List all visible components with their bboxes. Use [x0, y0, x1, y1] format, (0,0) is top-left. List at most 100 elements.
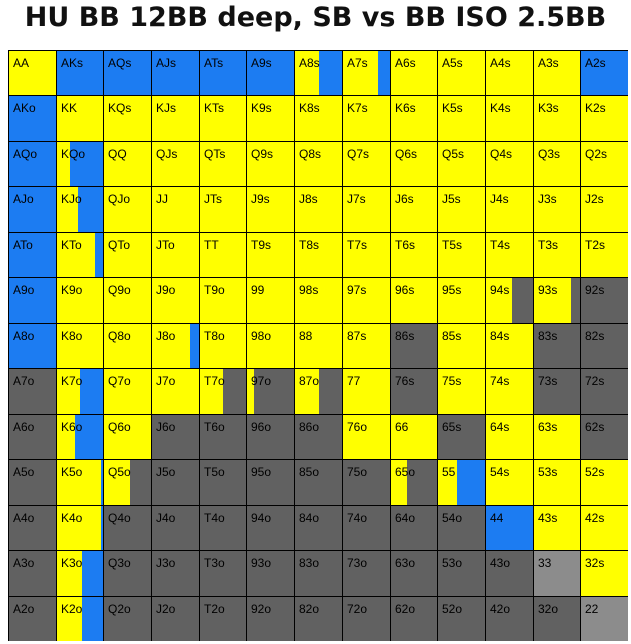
- hand-cell-82o: 82o: [295, 597, 342, 641]
- hand-label: 63s: [538, 420, 558, 434]
- hand-cell-JTs: JTs: [200, 187, 246, 232]
- hand-cell-92s: 92s: [581, 278, 628, 323]
- hand-cell-53o: 53o: [438, 551, 485, 596]
- hand-label: 88: [299, 329, 313, 343]
- hand-frequency-segment: [581, 142, 628, 186]
- hand-label: A2s: [585, 56, 606, 70]
- hand-frequency-segment: [57, 597, 83, 641]
- hand-frequency-segment: [82, 551, 103, 596]
- hand-frequency-segment: [152, 597, 199, 641]
- hand-cell-A2o: A2o: [9, 597, 56, 641]
- hand-label: JJ: [156, 192, 168, 206]
- hand-frequency-segment: [343, 233, 390, 277]
- hand-frequency-segment: [57, 506, 101, 550]
- hand-label: 96o: [251, 420, 272, 434]
- hand-label: T2s: [585, 238, 606, 252]
- hand-label: T7o: [204, 374, 225, 388]
- hand-cell-96s: 96s: [391, 278, 437, 323]
- hand-cell-J5s: J5s: [438, 187, 485, 232]
- hand-cell-82s: 82s: [581, 324, 628, 368]
- hand-frequency-segment: [391, 369, 437, 414]
- hand-label: 54s: [490, 465, 510, 479]
- hand-label: 32s: [585, 556, 605, 570]
- hand-cell-52o: 52o: [438, 597, 485, 641]
- hand-frequency-segment: [295, 369, 319, 414]
- hand-cell-86o: 86o: [295, 415, 342, 459]
- hand-label: K4s: [490, 101, 511, 115]
- hand-label: 53o: [442, 556, 463, 570]
- hand-cell-54o: 54o: [438, 506, 485, 550]
- hand-cell-K4s: K4s: [486, 96, 533, 141]
- hand-cell-Q8o: Q8o: [104, 324, 151, 368]
- hand-label: K2o: [61, 602, 83, 616]
- hand-frequency-segment: [9, 187, 56, 232]
- hand-frequency-segment: [200, 506, 246, 550]
- hand-cell-52s: 52s: [581, 460, 628, 505]
- hand-frequency-segment: [104, 96, 151, 141]
- hand-label: AJs: [156, 56, 177, 70]
- hand-cell-A3o: A3o: [9, 551, 56, 596]
- hand-frequency-segment: [486, 51, 533, 95]
- hand-cell-T6o: T6o: [200, 415, 246, 459]
- hand-frequency-segment: [343, 96, 390, 141]
- hand-frequency-segment: [438, 460, 457, 505]
- hand-cell-T9o: T9o: [200, 278, 246, 323]
- hand-label: T9s: [251, 238, 272, 252]
- hand-frequency-segment: [407, 460, 437, 505]
- hand-cell-QJo: QJo: [104, 187, 151, 232]
- hand-cell-83o: 83o: [295, 551, 342, 596]
- hand-label: 77: [347, 374, 361, 388]
- hand-label: 82s: [585, 329, 605, 343]
- hand-frequency-segment: [486, 551, 533, 596]
- hand-label: 53s: [538, 465, 558, 479]
- hand-label: 33: [538, 556, 552, 570]
- hand-cell-72s: 72s: [581, 369, 628, 414]
- hand-frequency-segment: [9, 96, 56, 141]
- hand-label: 65s: [442, 420, 462, 434]
- hand-frequency-segment: [343, 278, 390, 323]
- hand-frequency-segment: [152, 415, 199, 459]
- hand-label: T6s: [395, 238, 416, 252]
- hand-frequency-segment: [247, 551, 294, 596]
- hand-frequency-segment: [581, 233, 628, 277]
- hand-cell-A6s: A6s: [391, 51, 437, 95]
- hand-frequency-segment: [200, 369, 223, 414]
- hand-label: 95s: [442, 283, 462, 297]
- hand-label: QTs: [204, 147, 226, 161]
- hand-label: T6o: [204, 420, 225, 434]
- hand-label: JTs: [204, 192, 222, 206]
- hand-frequency-segment: [343, 142, 390, 186]
- hand-cell-32o: 32o: [534, 597, 580, 641]
- hand-frequency-segment: [82, 597, 103, 641]
- hand-cell-33: 33: [534, 551, 580, 596]
- hand-label: 72o: [347, 602, 368, 616]
- hand-cell-87o: 87o: [295, 369, 342, 414]
- hand-label: A4o: [13, 511, 35, 525]
- hand-frequency-segment: [343, 506, 390, 550]
- hand-frequency-segment: [343, 369, 390, 414]
- hand-cell-K6s: K6s: [391, 96, 437, 141]
- hand-frequency-segment: [438, 278, 485, 323]
- hand-label: A4s: [490, 56, 511, 70]
- hand-cell-QTs: QTs: [200, 142, 246, 186]
- hand-label: A2o: [13, 602, 35, 616]
- hand-frequency-segment: [104, 415, 151, 459]
- hand-frequency-segment: [247, 506, 294, 550]
- hand-frequency-segment: [57, 278, 103, 323]
- hand-cell-J2s: J2s: [581, 187, 628, 232]
- hand-label: Q9o: [108, 283, 131, 297]
- hand-cell-63s: 63s: [534, 415, 580, 459]
- hand-cell-76o: 76o: [343, 415, 390, 459]
- hand-label: 75o: [347, 465, 368, 479]
- hand-cell-Q6o: Q6o: [104, 415, 151, 459]
- hand-cell-ATo: ATo: [9, 233, 56, 277]
- hand-label: J6s: [395, 192, 414, 206]
- hand-label: K6o: [61, 420, 83, 434]
- hand-cell-Q3s: Q3s: [534, 142, 580, 186]
- hand-cell-T3o: T3o: [200, 551, 246, 596]
- hand-frequency-segment: [200, 324, 246, 368]
- hand-frequency-segment: [152, 324, 190, 368]
- hand-frequency-segment: [247, 51, 294, 95]
- hand-frequency-segment: [247, 142, 294, 186]
- hand-frequency-segment: [152, 142, 199, 186]
